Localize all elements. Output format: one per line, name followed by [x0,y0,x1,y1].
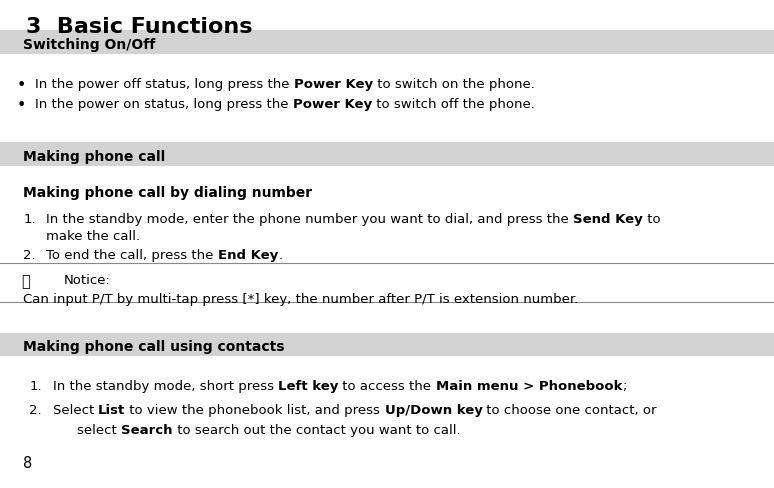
Text: to switch off the phone.: to switch off the phone. [372,98,535,111]
Text: ;: ; [622,380,626,393]
Text: Switching On/Off: Switching On/Off [23,38,156,52]
Text: Making phone call using contacts: Making phone call using contacts [23,340,285,354]
Text: In the power on status, long press the: In the power on status, long press the [35,98,293,111]
Text: In the standby mode, short press: In the standby mode, short press [53,380,278,393]
Text: 1.: 1. [29,380,42,393]
Text: .: . [279,249,283,262]
Text: Power Key: Power Key [293,98,372,111]
Text: Power Key: Power Key [293,78,373,91]
Text: to: to [643,213,661,226]
Text: Main menu > Phonebook: Main menu > Phonebook [436,380,622,393]
Text: 📖: 📖 [22,274,30,289]
FancyBboxPatch shape [0,333,774,356]
Text: To end the call, press the: To end the call, press the [46,249,218,262]
Text: Can input P/T by multi-tap press [*] key, the number after P/T is extension numb: Can input P/T by multi-tap press [*] key… [23,293,578,306]
Text: make the call.: make the call. [46,230,141,244]
Text: to switch on the phone.: to switch on the phone. [373,78,535,91]
Text: 8: 8 [23,456,33,471]
Text: Select: Select [53,404,98,417]
Text: to choose one contact, or: to choose one contact, or [482,404,657,417]
Text: 3  Basic Functions: 3 Basic Functions [26,17,252,37]
Text: select: select [77,424,122,437]
FancyBboxPatch shape [0,30,774,54]
Text: List: List [98,404,125,417]
Text: Send Key: Send Key [574,213,643,226]
Text: to view the phonebook list, and press: to view the phonebook list, and press [125,404,385,417]
Text: 2.: 2. [29,404,42,417]
Text: Making phone call by dialing number: Making phone call by dialing number [23,186,313,201]
Text: to access the: to access the [338,380,436,393]
Text: In the power off status, long press the: In the power off status, long press the [35,78,293,91]
Text: Notice:: Notice: [63,274,111,287]
Text: In the standby mode, enter the phone number you want to dial, and press the: In the standby mode, enter the phone num… [46,213,574,226]
Text: •: • [17,98,26,113]
Text: Up/Down key: Up/Down key [385,404,482,417]
Text: •: • [17,78,26,93]
Text: Making phone call: Making phone call [23,150,166,164]
Text: End Key: End Key [218,249,279,262]
Text: 2.: 2. [23,249,36,262]
Text: Search: Search [122,424,173,437]
Text: to search out the contact you want to call.: to search out the contact you want to ca… [173,424,461,437]
Text: Left key: Left key [278,380,338,393]
FancyBboxPatch shape [0,142,774,166]
Text: 1.: 1. [23,213,36,226]
